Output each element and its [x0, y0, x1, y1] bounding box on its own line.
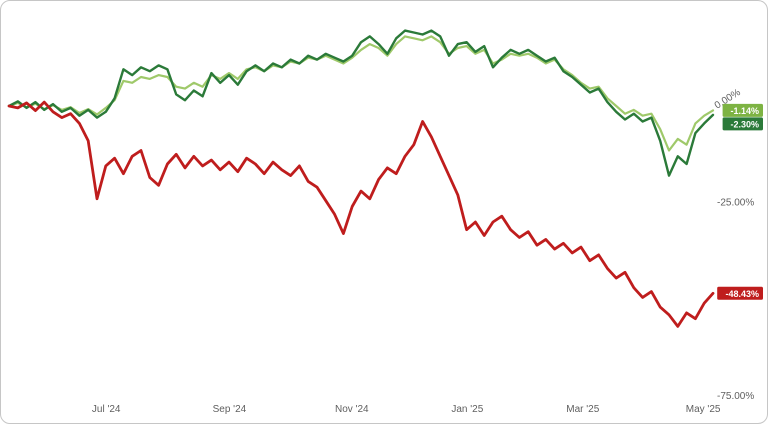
y-axis-tick-label: -25.00% — [717, 198, 754, 209]
end-value-badge-label: -48.43% — [725, 289, 759, 299]
end-value-badge-label: -2.30% — [730, 119, 759, 129]
series-lines — [7, 29, 715, 328]
end-value-badges: -1.14% -2.30% -48.43% — [717, 103, 763, 300]
end-value-badge-light-green-line — [722, 103, 763, 117]
y-axis-tick-label: -75.00% — [717, 391, 754, 402]
light-green-line — [7, 35, 715, 152]
x-axis-tick-label: Sep '24 — [213, 404, 247, 415]
end-value-badge-red-line — [717, 286, 763, 300]
x-axis-tick-label: May '25 — [686, 404, 721, 415]
x-axis-tick-label: Jan '25 — [451, 404, 483, 415]
x-axis-tick-label: Nov '24 — [335, 404, 369, 415]
x-axis-labels: Jul '24 Sep '24 Nov '24 Jan '25 Mar '25 May '… — [92, 404, 721, 415]
red-line — [7, 100, 715, 328]
y-axis-labels: 0.00%-25.00%-75.00% — [713, 87, 755, 402]
end-value-badge-label: -1.14% — [730, 106, 759, 116]
x-axis-tick-label: Jul '24 — [92, 404, 121, 415]
end-value-badge-dark-green-line — [722, 117, 763, 131]
dark-green-line — [7, 29, 715, 177]
x-axis-tick-label: Mar '25 — [566, 404, 599, 415]
